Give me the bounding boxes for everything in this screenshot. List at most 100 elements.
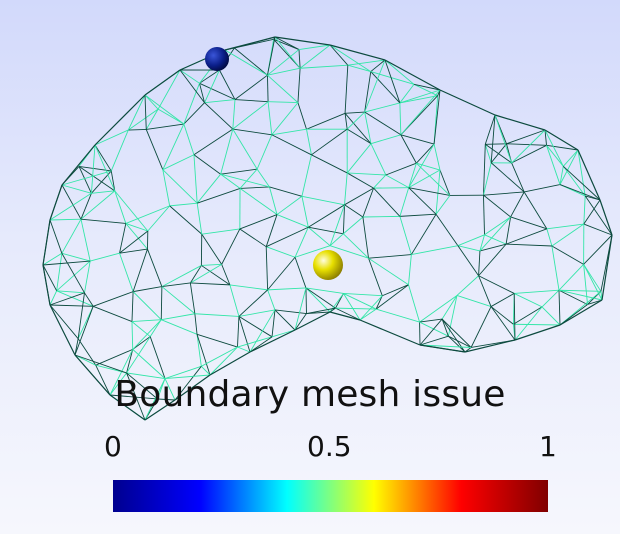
mesh-edge	[144, 69, 181, 96]
mesh-edge	[416, 143, 435, 164]
mesh-edge	[343, 293, 361, 321]
mesh-edge	[49, 219, 63, 254]
mesh-edge	[546, 228, 553, 247]
mesh-edge	[368, 254, 412, 259]
mesh-edge	[510, 216, 547, 230]
mesh-edge	[344, 113, 372, 144]
mesh-edge	[490, 143, 507, 164]
mesh-edge	[470, 306, 492, 348]
mesh-edge	[343, 233, 369, 259]
mesh-edge	[42, 219, 51, 266]
mesh-edge	[221, 264, 231, 286]
mesh-edge	[271, 309, 276, 337]
mesh-edge	[368, 257, 409, 286]
mesh-edge	[196, 173, 221, 204]
mesh-edge	[490, 293, 515, 307]
mesh-edge	[201, 265, 231, 286]
mesh-edge	[583, 264, 588, 305]
mesh-edge	[484, 144, 492, 163]
mesh-edge	[201, 233, 223, 265]
mesh-edge	[359, 319, 421, 346]
mesh-edge	[114, 190, 149, 232]
mesh-edge	[439, 169, 451, 196]
mesh-edge	[274, 309, 307, 314]
mesh-edge	[274, 36, 300, 50]
mesh-edge	[505, 216, 512, 245]
mesh-edge	[435, 195, 451, 215]
mesh-edge	[132, 319, 162, 350]
mesh-edge	[373, 187, 401, 217]
mesh-edge	[490, 162, 525, 193]
mesh-edge	[551, 245, 584, 265]
mesh-edge	[128, 129, 147, 131]
mesh-edge	[513, 306, 543, 325]
mesh-edge	[413, 83, 438, 97]
mesh-edge	[558, 264, 584, 291]
mesh-edge	[294, 245, 331, 258]
mesh-edge	[479, 216, 511, 252]
mesh-edge	[144, 94, 159, 110]
mesh-edge	[577, 149, 586, 196]
mesh-edge	[237, 316, 240, 348]
mesh-edge	[342, 204, 345, 234]
mesh-edge	[169, 202, 198, 207]
mesh-edge	[144, 94, 185, 125]
mesh-edge	[144, 399, 176, 421]
mesh-edge	[249, 336, 273, 353]
mesh-edge	[239, 214, 278, 230]
mesh-edge	[514, 293, 543, 308]
mesh-edge	[577, 149, 601, 201]
mesh-edge	[599, 199, 613, 236]
mesh-edge	[484, 114, 496, 145]
mesh-edge	[132, 349, 166, 379]
mesh-edge	[329, 307, 336, 313]
mesh-edge	[298, 49, 301, 69]
mesh-edge	[399, 187, 410, 217]
mesh-edge	[131, 291, 134, 322]
mesh-edge	[125, 223, 148, 250]
mesh-edge	[221, 228, 241, 265]
mesh-edge	[559, 149, 579, 185]
mesh-edge	[147, 205, 170, 232]
mesh-edge	[583, 199, 601, 225]
mesh-edge	[294, 287, 307, 331]
mesh-edge	[80, 193, 92, 220]
mesh-edge	[558, 289, 603, 301]
mesh-edge	[301, 196, 309, 228]
mesh-edge	[271, 128, 307, 136]
mesh-edge	[91, 190, 115, 194]
mesh-edge	[416, 162, 441, 171]
mesh-edge	[558, 290, 561, 326]
mesh-edge	[301, 154, 312, 197]
mesh-edge	[601, 234, 613, 301]
mesh-edge	[513, 293, 516, 341]
mesh-edge	[483, 195, 485, 235]
mesh-edge	[329, 44, 349, 66]
mesh-edge	[268, 101, 298, 104]
mesh-edge	[125, 205, 170, 224]
mesh-edge	[239, 228, 267, 248]
mesh-edge	[126, 372, 166, 379]
mesh-edge	[307, 226, 331, 247]
mesh-edge	[410, 213, 437, 255]
mesh-edge	[335, 307, 377, 310]
mesh-edge	[197, 187, 241, 204]
mesh-edge	[456, 275, 479, 296]
mesh-edge	[335, 307, 361, 321]
mesh-edge	[164, 365, 202, 379]
mesh-edge	[149, 336, 166, 379]
mesh-edge	[490, 114, 496, 163]
colorbar-tick-min: 0	[104, 430, 122, 463]
mesh-edge	[199, 82, 236, 100]
mesh-edge	[483, 191, 525, 196]
mesh-edge	[456, 295, 492, 307]
mesh-edge	[306, 311, 331, 314]
mesh-edge	[433, 89, 441, 145]
mesh-edge	[400, 134, 417, 164]
mesh-edge	[399, 213, 437, 217]
mesh-edge	[237, 336, 273, 348]
mesh-edge	[91, 170, 112, 194]
mesh-edge	[344, 65, 349, 114]
mesh-edge	[511, 162, 525, 193]
